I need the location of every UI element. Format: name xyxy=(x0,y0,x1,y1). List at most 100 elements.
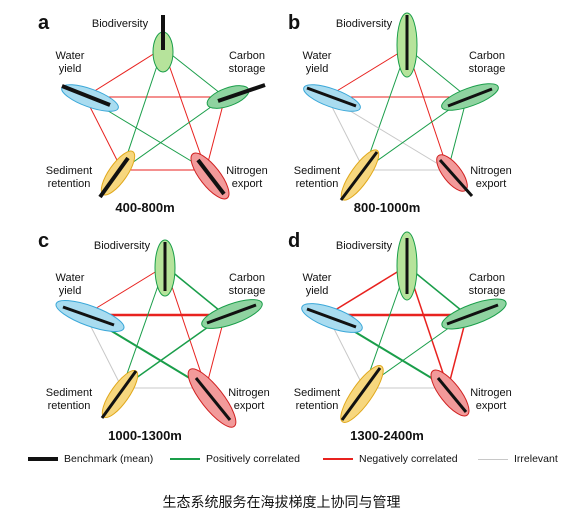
carbon-label-line2: storage xyxy=(228,285,266,297)
network-diagram-c xyxy=(55,239,263,428)
carbon-label: Carbon storage xyxy=(222,272,272,298)
nitrogen-benchmark xyxy=(438,159,474,197)
edge-water-bio xyxy=(84,265,166,316)
sediment-label: Sediment retention xyxy=(42,387,96,413)
sediment-label-line1: Sediment xyxy=(293,165,341,177)
legend-benchmark-label: Benchmark (mean) xyxy=(64,453,154,465)
edge-bio-nitrogen xyxy=(162,47,207,171)
edge-water-bio xyxy=(326,265,408,316)
water-label-line2: yield xyxy=(305,285,329,297)
panel-letter: a xyxy=(38,12,50,34)
panel-c: c Biodiversity Water yield Carbon storag… xyxy=(10,228,280,453)
nitrogen-label: Nitrogen export xyxy=(222,165,272,191)
sediment-benchmark xyxy=(100,370,138,419)
carbon-label-line1: Carbon xyxy=(468,50,506,62)
sediment-label-line1: Sediment xyxy=(45,165,93,177)
nitrogen-benchmark xyxy=(436,377,468,413)
water-label-line2: yield xyxy=(305,63,329,75)
water-label-line1: Water xyxy=(302,50,332,62)
carbon-label: Carbon storage xyxy=(462,272,512,298)
water-label: Water yield xyxy=(297,50,337,76)
sediment-label-line2: retention xyxy=(295,178,339,190)
legend-irrelevant-label: Irrelevant xyxy=(514,453,558,465)
panel-a: a Biodiversity Water yield Carbon storag… xyxy=(10,10,280,235)
panel-b: b Biodiversity Water yield Carbon storag… xyxy=(252,10,522,235)
panel-letter: b xyxy=(288,12,301,34)
sediment-label: Sediment retention xyxy=(42,165,96,191)
edge-bio-sediment xyxy=(121,47,164,171)
panel-title: 800-1000m xyxy=(353,200,421,215)
nitrogen-label-line1: Nitrogen xyxy=(470,387,512,399)
carbon-benchmark xyxy=(217,83,266,103)
carbon-label: Carbon storage xyxy=(462,50,512,76)
water-label-line1: Water xyxy=(55,272,85,284)
sediment-benchmark xyxy=(98,156,130,199)
nitrogen-benchmark xyxy=(194,377,232,421)
water-label-line2: yield xyxy=(58,285,82,297)
nitrogen-label-line1: Nitrogen xyxy=(226,165,268,177)
edge-water-sediment xyxy=(326,96,365,171)
legend-positive-swatch xyxy=(170,458,200,461)
carbon-benchmark xyxy=(206,303,257,325)
panel-letter: c xyxy=(38,230,50,252)
biodiversity-label: Biodiversity xyxy=(93,240,151,252)
legend: Benchmark (mean) Positively correlated N… xyxy=(28,453,558,471)
water-label-line1: Water xyxy=(302,272,332,284)
carbon-label-line1: Carbon xyxy=(468,272,506,284)
panel-title: 400-800m xyxy=(115,200,175,215)
water-label: Water yield xyxy=(50,272,90,298)
network-diagram-a xyxy=(61,15,266,200)
sediment-benchmark xyxy=(339,151,379,201)
nitrogen-label-line2: export xyxy=(233,400,265,412)
water-label-line2: yield xyxy=(58,63,82,75)
sediment-label-line1: Sediment xyxy=(293,387,341,399)
nitrogen-label: Nitrogen export xyxy=(466,387,516,413)
edge-bio-carbon xyxy=(406,47,468,98)
carbon-benchmark xyxy=(447,87,493,108)
nitrogen-label-line2: export xyxy=(475,178,507,190)
edge-carbon-nitrogen xyxy=(205,96,226,171)
carbon-label-line2: storage xyxy=(228,63,266,75)
edge-water-bio xyxy=(326,47,408,98)
water-benchmark xyxy=(61,84,111,107)
edge-carbon-sediment xyxy=(121,96,226,171)
water-benchmark xyxy=(306,307,357,329)
panel-d: d Biodiversity Water yield Carbon storag… xyxy=(252,228,522,453)
legend-irrelevant: Irrelevant xyxy=(478,453,558,465)
carbon-label-line1: Carbon xyxy=(228,272,266,284)
nitrogen-label-line2: export xyxy=(475,400,507,412)
sediment-benchmark xyxy=(340,367,382,421)
carbon-label-line1: Carbon xyxy=(228,50,266,62)
nitrogen-label: Nitrogen export xyxy=(466,165,516,191)
nitrogen-label-line2: export xyxy=(231,178,263,190)
edge-water-sediment xyxy=(84,96,123,171)
legend-positive: Positively correlated xyxy=(170,453,300,465)
biodiversity-label: Biodiversity xyxy=(335,240,393,252)
water-benchmark xyxy=(306,86,357,108)
network-diagram-b xyxy=(303,12,499,201)
nitrogen-label: Nitrogen export xyxy=(224,387,274,413)
edge-carbon-nitrogen xyxy=(447,96,468,171)
panel-title: 1300-2400m xyxy=(350,428,424,443)
nitrogen-label-line1: Nitrogen xyxy=(470,165,512,177)
network-diagram-d xyxy=(301,231,507,423)
legend-benchmark: Benchmark (mean) xyxy=(28,453,153,465)
water-benchmark xyxy=(62,305,115,327)
figure-caption: 生态系统服务在海拔梯度上协同与管理 xyxy=(162,495,401,511)
carbon-label-line2: storage xyxy=(468,63,506,75)
panel-letter: d xyxy=(288,230,301,252)
edge-water-bio xyxy=(84,47,164,98)
carbon-benchmark xyxy=(446,303,499,326)
carbon-label-line2: storage xyxy=(468,285,506,297)
panel-title: 1000-1300m xyxy=(108,428,182,443)
water-label: Water yield xyxy=(50,50,90,76)
sediment-label: Sediment retention xyxy=(290,387,344,413)
legend-irrelevant-swatch xyxy=(478,458,508,460)
sediment-label: Sediment retention xyxy=(290,165,344,191)
legend-negative-swatch xyxy=(323,458,353,461)
legend-benchmark-swatch xyxy=(28,457,58,462)
sediment-label-line2: retention xyxy=(295,400,339,412)
carbon-label: Carbon storage xyxy=(222,50,272,76)
sediment-label-line2: retention xyxy=(47,178,91,190)
water-label-line1: Water xyxy=(55,50,85,62)
